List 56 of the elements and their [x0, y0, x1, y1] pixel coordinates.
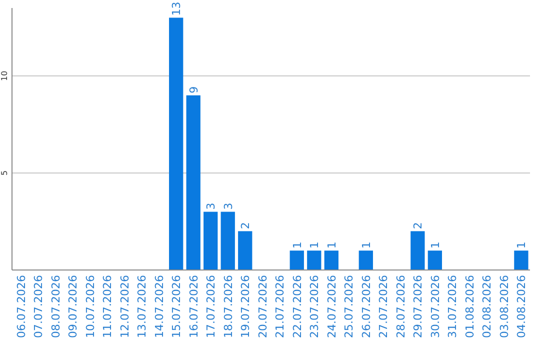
- x-tick-label: 02.08.2026: [480, 275, 494, 338]
- x-tick-label: 04.08.2026: [515, 275, 528, 338]
- x-tick-label: 25.07.2026: [342, 275, 356, 338]
- bar: [428, 250, 442, 270]
- x-tick-label: 10.07.2026: [84, 275, 97, 338]
- bar: [238, 231, 252, 270]
- x-tick-label: 20.07.2026: [256, 275, 270, 338]
- x-tick-label: 16.07.2026: [187, 275, 200, 338]
- x-tick-label: 14.07.2026: [152, 275, 166, 338]
- data-label: 1: [308, 242, 322, 249]
- x-tick-label: 29.07.2026: [412, 275, 425, 338]
- x-tick-label: 27.07.2026: [377, 275, 390, 338]
- x-tick-label: 26.07.2026: [360, 275, 373, 338]
- x-tick-label: 03.08.2026: [498, 275, 511, 338]
- data-label: 1: [360, 242, 373, 249]
- data-label: 9: [187, 86, 200, 94]
- x-tick-label: 12.07.2026: [118, 275, 132, 338]
- x-tick-label: 09.07.2026: [66, 275, 80, 338]
- x-tick-label: 28.07.2026: [394, 275, 408, 338]
- x-tick-label: 06.07.2026: [14, 275, 28, 338]
- x-tick-label: 30.07.2026: [428, 275, 442, 338]
- data-label: 2: [412, 222, 425, 230]
- data-label: 1: [290, 242, 304, 249]
- bar: [169, 18, 184, 270]
- bar: [220, 212, 235, 270]
- x-tick-label: 31.07.2026: [446, 275, 460, 338]
- bar: [410, 231, 425, 270]
- x-tick-label: 11.07.2026: [101, 275, 114, 338]
- x-tick-label: 15.07.2026: [170, 275, 184, 338]
- x-tick-label: 13.07.2026: [136, 275, 149, 338]
- x-tick-label: 22.07.2026: [290, 275, 304, 338]
- data-label: 3: [222, 202, 235, 210]
- x-tick-label: 21.07.2026: [274, 275, 287, 338]
- x-tick-label: 08.07.2026: [49, 275, 62, 338]
- bar: [204, 212, 218, 270]
- x-tick-label: 18.07.2026: [222, 275, 235, 338]
- y-tick-label: 5: [0, 170, 9, 176]
- data-label: 1: [325, 242, 338, 249]
- data-label: 1: [515, 242, 528, 249]
- bar: [186, 95, 200, 270]
- x-tick-label: 24.07.2026: [325, 275, 338, 338]
- data-label: 3: [204, 202, 218, 210]
- x-tick-label: 19.07.2026: [239, 275, 252, 338]
- y-tick-label: 10: [0, 70, 9, 82]
- x-tick-label: 17.07.2026: [204, 275, 218, 338]
- bar: [307, 250, 322, 270]
- x-tick-label: 23.07.2026: [308, 275, 322, 338]
- x-tick-label: 07.07.2026: [32, 275, 46, 338]
- data-label: 1: [428, 242, 442, 249]
- bar: [358, 250, 373, 270]
- bar: [514, 250, 528, 270]
- bar: [324, 250, 338, 270]
- x-tick-label: 01.08.2026: [463, 275, 476, 338]
- data-label: 2: [239, 222, 252, 230]
- data-label: 13: [170, 2, 184, 16]
- bar: [290, 250, 304, 270]
